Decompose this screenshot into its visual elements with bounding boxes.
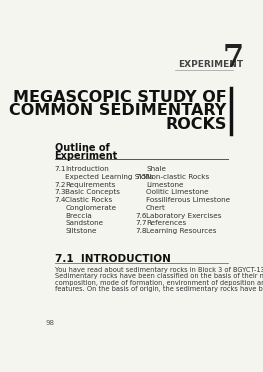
Text: Learning Resources: Learning Resources [146, 228, 216, 234]
Text: ROCKS: ROCKS [165, 117, 227, 132]
Text: features. On the basis of origin, the sedimentary rocks have been classified: features. On the basis of origin, the se… [55, 286, 263, 292]
Text: 7.7: 7.7 [135, 220, 147, 226]
Text: MEGASCOPIC STUDY OF: MEGASCOPIC STUDY OF [13, 90, 227, 105]
Text: Introduction: Introduction [65, 166, 109, 172]
Text: Basic Concepts: Basic Concepts [65, 189, 120, 195]
Text: Conglomerate: Conglomerate [65, 205, 117, 211]
Text: Requirements: Requirements [65, 182, 116, 188]
Text: Laboratory Exercises: Laboratory Exercises [146, 212, 221, 219]
Text: References: References [146, 220, 186, 226]
Text: 7.2: 7.2 [55, 182, 66, 188]
Text: Expected Learning Skills: Expected Learning Skills [65, 174, 154, 180]
Text: 7.3: 7.3 [55, 189, 66, 195]
Text: 7.5: 7.5 [135, 174, 147, 180]
Text: 98: 98 [45, 320, 54, 326]
Text: EXPERIMENT: EXPERIMENT [179, 60, 244, 69]
Text: 7.1: 7.1 [55, 166, 66, 172]
Text: Clastic Rocks: Clastic Rocks [65, 197, 113, 203]
Text: Breccia: Breccia [65, 212, 92, 219]
Text: Shale: Shale [146, 166, 166, 172]
Text: Limestone: Limestone [146, 182, 184, 188]
Text: Sandstone: Sandstone [65, 220, 104, 226]
Text: 7.4: 7.4 [55, 197, 66, 203]
Text: Experiment: Experiment [55, 151, 118, 161]
Text: COMMON SEDIMENTARY: COMMON SEDIMENTARY [9, 103, 227, 118]
Text: You have read about sedimentary rocks in Block 3 of BGYCT-135 course.: You have read about sedimentary rocks in… [55, 267, 263, 273]
Text: Fossiliferous Limestone: Fossiliferous Limestone [146, 197, 230, 203]
Text: Siltstone: Siltstone [65, 228, 97, 234]
Text: composition, mode of formation, environment of deposition and textural: composition, mode of formation, environm… [55, 280, 263, 286]
Text: 7.1  INTRODUCTION: 7.1 INTRODUCTION [55, 254, 170, 264]
Text: 7.6: 7.6 [135, 212, 147, 219]
Text: Chert: Chert [146, 205, 166, 211]
Text: Oolitic Limestone: Oolitic Limestone [146, 189, 209, 195]
Text: 7.8: 7.8 [135, 228, 147, 234]
Text: Non-clastic Rocks: Non-clastic Rocks [146, 174, 209, 180]
Text: 7: 7 [223, 43, 244, 74]
Text: Outline of: Outline of [55, 143, 109, 153]
Text: Sedimentary rocks have been classified on the basis of their mineralogical: Sedimentary rocks have been classified o… [55, 273, 263, 279]
